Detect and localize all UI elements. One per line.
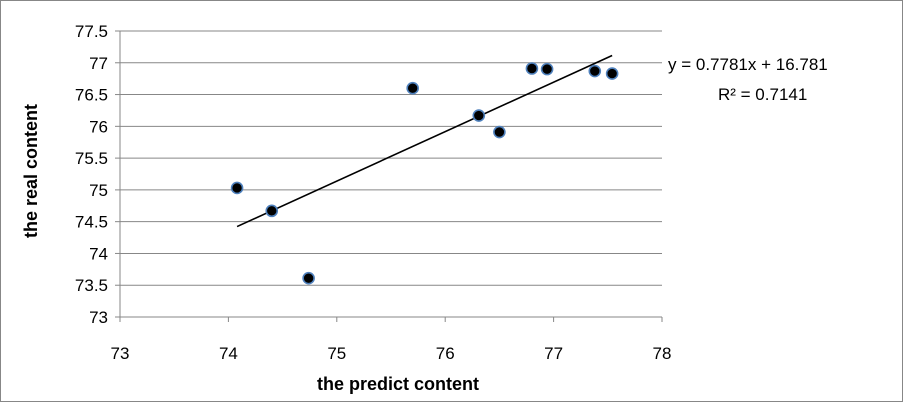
data-point (605, 67, 619, 80)
y-tick-labels: 73 73.5 74 74.5 75 75.5 76 76.5 77 77.5 (75, 22, 108, 327)
x-tick-labels: 73 74 75 76 77 78 (111, 344, 672, 363)
x-tick-label: 73 (111, 344, 130, 363)
y-tick-label: 74 (89, 244, 108, 263)
data-point (302, 271, 315, 285)
data-point (493, 125, 506, 139)
y-tick-label: 77 (89, 54, 108, 73)
x-axis-title: the predict content (317, 374, 479, 394)
data-point (588, 64, 602, 78)
gridlines (120, 30, 662, 286)
y-tick-label: 76.5 (75, 86, 108, 105)
data-point (265, 204, 279, 218)
y-tick-label: 74.5 (75, 213, 108, 232)
y-tick-label: 76 (89, 117, 108, 136)
x-tick-label: 74 (219, 344, 238, 363)
data-point (406, 81, 419, 95)
x-tick-label: 77 (544, 344, 563, 363)
trendline-group (236, 54, 613, 228)
axes (115, 30, 663, 322)
y-tick-label: 75.5 (75, 149, 108, 168)
x-tick-label: 78 (653, 344, 672, 363)
data-point (540, 62, 554, 76)
x-tick-label: 76 (436, 344, 455, 363)
data-point (230, 181, 244, 195)
data-point (525, 62, 539, 75)
y-tick-label: 75 (89, 181, 108, 200)
y-tick-label: 73.5 (75, 276, 108, 295)
data-point (472, 109, 486, 122)
x-tick-label: 75 (327, 344, 346, 363)
trendline (236, 54, 613, 228)
y-tick-label: 73 (89, 308, 108, 327)
trendline-equation: y = 0.7781x + 16.781 (668, 55, 828, 74)
trendline-r-squared: R² = 0.7141 (718, 85, 807, 104)
y-tick-label: 77.5 (75, 22, 108, 41)
y-axis-title: the real content (21, 104, 41, 238)
data-points (230, 62, 619, 285)
